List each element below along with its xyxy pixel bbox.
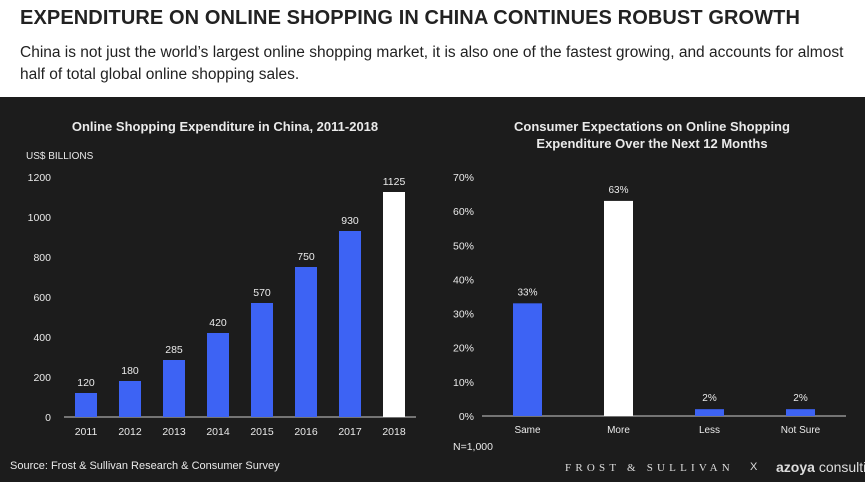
frost-sullivan-logo: FROST & SULLIVAN [565, 462, 734, 474]
chart1-ytick-label: 200 [33, 372, 51, 384]
chart2-ytick-label: 50% [453, 240, 474, 252]
chart2-ytick-label: 70% [453, 172, 474, 184]
chart2-category-label: Less [699, 425, 720, 436]
chart1-bar [163, 360, 185, 417]
chart1-category-label: 2017 [338, 426, 362, 438]
brand-separator: X [750, 461, 758, 473]
chart2-title-line: Consumer Expectations on Online Shopping [514, 119, 790, 134]
chart1-bar [207, 333, 229, 417]
chart2-sample-note: N=1,000 [453, 441, 493, 453]
chart1-value-label: 180 [121, 365, 139, 377]
chart2-ytick-label: 0% [459, 411, 474, 423]
chart1-category-label: 2015 [250, 426, 274, 438]
chart1-ytick-label: 600 [33, 292, 51, 304]
chart2-bar [695, 409, 724, 416]
chart2-value-label: 2% [793, 393, 808, 404]
chart1-value-label: 420 [209, 317, 227, 329]
azoya-logo-suffix: consulting [818, 459, 865, 475]
chart1-category-label: 2012 [118, 426, 142, 438]
chart2-value-label: 2% [702, 393, 717, 404]
chart-panel [0, 97, 865, 482]
chart2-ytick-label: 10% [453, 377, 474, 389]
chart1-ytick-label: 800 [33, 252, 51, 264]
chart1-ytick-label: 1200 [28, 172, 52, 184]
chart1-bar [339, 231, 361, 417]
chart2-bar [786, 409, 815, 416]
chart2-category-label: Not Sure [781, 425, 821, 436]
chart1-category-label: 2014 [206, 426, 230, 438]
chart1-bar [251, 303, 273, 417]
chart2-value-label: 63% [608, 185, 628, 196]
chart2-bar [513, 303, 542, 416]
chart2-title-line: Expenditure Over the Next 12 Months [536, 136, 767, 151]
chart1-value-label: 1125 [383, 176, 406, 188]
chart2-ytick-label: 20% [453, 343, 474, 355]
chart1-bar [383, 192, 405, 417]
chart1-category-label: 2018 [382, 426, 406, 438]
chart1-value-label: 120 [77, 377, 95, 389]
chart1-category-label: 2013 [162, 426, 186, 438]
page-subtitle: China is not just the world’s largest on… [20, 44, 844, 83]
chart1-ytick-label: 0 [45, 412, 51, 424]
chart1-value-label: 570 [253, 287, 271, 299]
chart1-bar [119, 381, 141, 417]
header: EXPENDITURE ON ONLINE SHOPPING IN CHINA … [0, 0, 865, 97]
chart1-ytick-label: 1000 [28, 212, 52, 224]
chart1-title: Online Shopping Expenditure in China, 20… [72, 119, 378, 134]
chart2-ytick-label: 60% [453, 206, 474, 218]
chart2-category-label: More [607, 425, 630, 436]
chart1-ylabel: US$ BILLIONS [26, 151, 94, 162]
chart1-category-label: 2016 [294, 426, 318, 438]
chart2-bar [604, 200, 633, 416]
chart1-bar [75, 393, 97, 417]
chart2-category-label: Same [514, 425, 541, 436]
chart1-value-label: 930 [341, 215, 359, 227]
chart2-ytick-label: 30% [453, 309, 474, 321]
source-note: Source: Frost & Sullivan Research & Cons… [10, 460, 280, 472]
chart1-value-label: 285 [165, 344, 183, 356]
chart1-category-label: 2011 [75, 426, 98, 438]
chart1-value-label: 750 [297, 251, 315, 263]
chart1-ytick-label: 400 [33, 332, 51, 344]
azoya-logo-word: azoya [776, 459, 815, 475]
chart2-value-label: 33% [517, 287, 537, 298]
chart2-ytick-label: 40% [453, 274, 474, 286]
azoya-logo: azoya consulting [776, 459, 865, 475]
page-title: EXPENDITURE ON ONLINE SHOPPING IN CHINA … [20, 7, 801, 29]
chart1-bar [295, 267, 317, 417]
